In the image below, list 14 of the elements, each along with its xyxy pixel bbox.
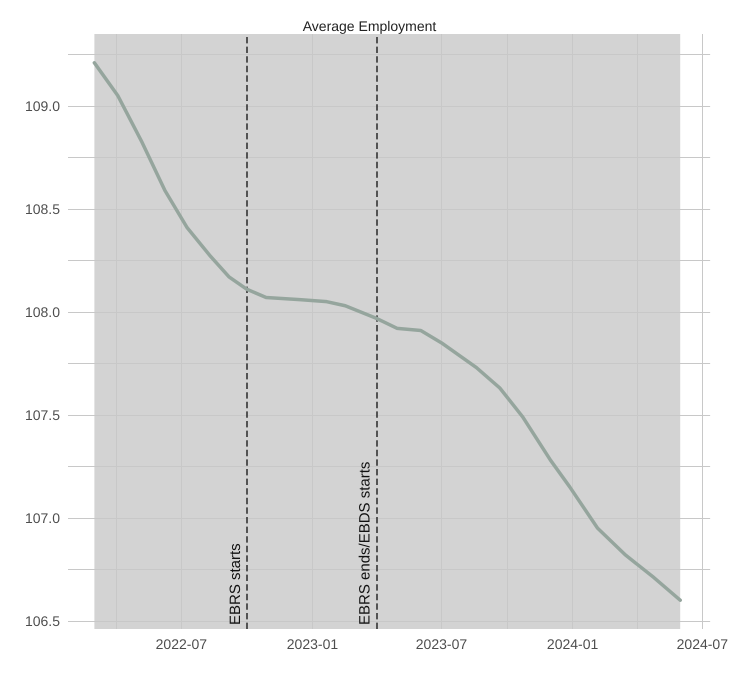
x-tick-label: 2024-07 [676,636,728,652]
y-tick-label: 109.0 [24,98,60,114]
x-tick-label: 2023-01 [286,636,338,652]
y-tick-label: 107.0 [24,510,60,526]
x-tick-label: 2022-07 [156,636,208,652]
ref-line-label: EBRS ends/EBDS starts [356,462,374,625]
y-tick-label: 107.5 [24,406,60,423]
ref-line-label: EBRS starts [226,543,244,625]
y-tick-label: 108.5 [24,201,60,217]
x-tick-label: 2024-01 [546,636,598,652]
x-tick-label: 2023-07 [416,636,468,652]
y-tick-label: 108.0 [24,304,60,320]
chart-title: Average Employment [302,18,436,34]
y-tick-label: 106.5 [24,612,60,629]
